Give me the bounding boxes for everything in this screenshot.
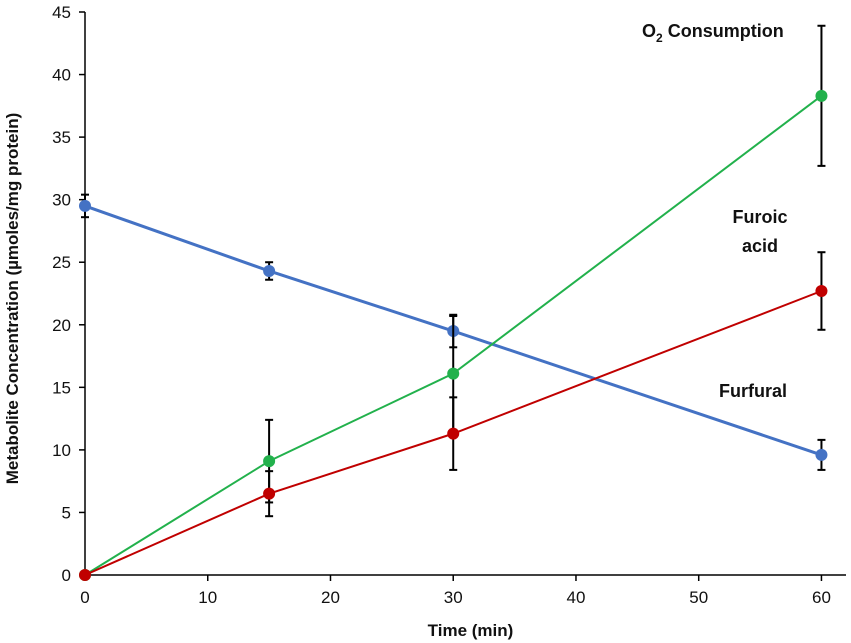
y-tick-label: 5 (62, 503, 71, 522)
data-point-o2-consumption (815, 89, 828, 102)
y-tick-label: 40 (52, 66, 71, 85)
data-point-furoic-acid (79, 569, 91, 581)
y-tick-label: 20 (52, 316, 71, 335)
y-tick-label: 0 (62, 566, 71, 585)
x-tick-label: 50 (689, 588, 708, 607)
y-axis-title: Metabolite Concentration (µmoles/mg prot… (3, 113, 22, 485)
y-tick-label: 45 (52, 3, 71, 22)
series-o2-consumption (79, 24, 828, 581)
y-tick-label: 35 (52, 128, 71, 147)
annotation-furfural: Furfural (719, 381, 787, 401)
series-line-o2-consumption (84, 95, 823, 576)
x-tick-label: 10 (198, 588, 217, 607)
axes (84, 12, 846, 576)
x-ticks: 0 10 20 30 40 50 60 (80, 575, 831, 607)
y-tick-label: 30 (52, 191, 71, 210)
data-point-furfural (815, 448, 828, 461)
data-point-furfural (263, 264, 276, 277)
series-line-furfural (84, 204, 822, 457)
x-tick-label: 30 (444, 588, 463, 607)
series-line-furoic-acid (84, 290, 822, 576)
series-furoic-acid (79, 251, 828, 581)
data-point-o2-consumption (447, 367, 460, 380)
data-point-furoic-acid (263, 487, 276, 500)
annotation-o2-consumption: O2 Consumption (642, 21, 784, 45)
x-tick-label: 0 (80, 588, 89, 607)
data-point-furoic-acid (815, 284, 828, 297)
y-tick-label: 10 (52, 441, 71, 460)
x-axis-title: Time (min) (428, 621, 514, 640)
y-tick-label: 15 (52, 378, 71, 397)
annotation-furoic-acid-line2: acid (742, 236, 778, 256)
data-point-furfural (79, 199, 91, 212)
y-ticks: 0 5 10 15 20 25 30 35 40 45 (52, 3, 85, 585)
x-tick-label: 20 (321, 588, 340, 607)
data-point-furoic-acid (447, 427, 460, 440)
annotation-furoic-acid-line1: Furoic (732, 207, 787, 227)
x-tick-label: 40 (567, 588, 586, 607)
data-point-o2-consumption (263, 455, 276, 468)
series-layer (79, 24, 828, 581)
y-tick-label: 25 (52, 253, 71, 272)
x-tick-label: 60 (812, 588, 831, 607)
